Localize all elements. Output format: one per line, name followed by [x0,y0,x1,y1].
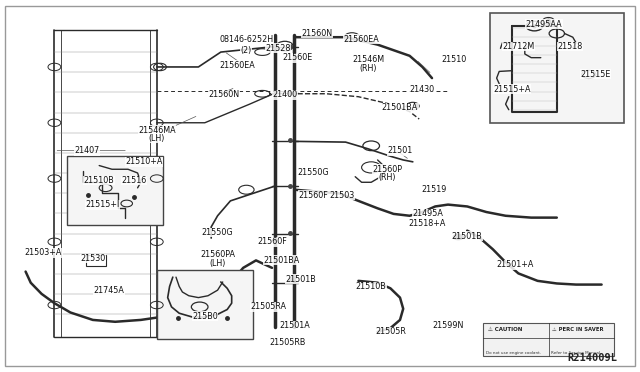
Bar [86,255,106,266]
Text: 21518: 21518 [557,42,582,51]
Text: 21712M: 21712M [502,42,534,51]
Text: Refer to Service Manual.: Refer to Service Manual. [550,350,601,355]
Text: 21560F: 21560F [299,191,328,200]
Text: 21560EA: 21560EA [219,61,255,70]
Bar [157,270,253,339]
Text: 21501+A: 21501+A [497,260,534,269]
Text: 21400: 21400 [272,90,298,99]
Circle shape [453,234,463,240]
Text: 21560N: 21560N [209,90,239,99]
Text: 21560N: 21560N [301,29,332,38]
Text: 21546MA: 21546MA [138,126,175,135]
Text: 21510: 21510 [442,55,467,64]
Text: 21505RB: 21505RB [270,339,306,347]
Text: 21550G: 21550G [202,228,234,237]
Text: 21503+A: 21503+A [25,248,62,257]
Text: 21407: 21407 [74,146,99,155]
Text: 21501B: 21501B [452,232,483,241]
Text: 21515+I: 21515+I [85,200,120,209]
Text: 21560E: 21560E [282,53,313,62]
Text: 21510B: 21510B [356,282,387,291]
Text: 21560PA: 21560PA [200,250,235,259]
Text: 21546M: 21546M [352,55,384,64]
Text: 21505R: 21505R [375,327,406,336]
Text: Do not use engine coolant.: Do not use engine coolant. [486,350,541,355]
Text: 21530: 21530 [80,254,106,263]
Text: (2): (2) [241,46,252,55]
Text: 21501B: 21501B [285,275,316,283]
Text: 21510B: 21510B [84,176,115,185]
Text: 21510+A: 21510+A [125,157,163,166]
Text: 21501BA: 21501BA [382,103,418,112]
Text: 21501: 21501 [387,146,413,155]
Text: 21505RA: 21505RA [251,302,287,311]
Text: 21599N: 21599N [432,321,464,330]
Bar [67,156,163,225]
Text: 21495AA: 21495AA [525,20,563,29]
Text: 21495A: 21495A [412,209,443,218]
Text: 21518+A: 21518+A [409,219,446,228]
Text: (LH): (LH) [148,134,165,143]
Text: 21745A: 21745A [93,286,124,295]
Text: 21550G: 21550G [298,169,330,177]
Bar [483,323,614,356]
Bar [490,13,624,123]
Text: 21560F: 21560F [257,237,287,246]
Text: 21515E: 21515E [580,70,611,79]
Text: 21528: 21528 [266,44,291,53]
Text: 21560EA: 21560EA [344,35,380,44]
Text: R214009L: R214009L [568,353,618,363]
Text: 21501A: 21501A [279,321,310,330]
Text: ⚠ PERC IN SAVER: ⚠ PERC IN SAVER [552,327,604,331]
Text: 21501BA: 21501BA [264,256,300,265]
Text: 215B0: 215B0 [192,312,218,321]
Text: 08146-6252H: 08146-6252H [220,35,273,44]
Text: (RH): (RH) [378,173,396,182]
Text: 21560P: 21560P [372,165,402,174]
Text: 21503: 21503 [330,191,355,200]
Text: ⚠ CAUTION: ⚠ CAUTION [488,327,523,331]
Text: (LH): (LH) [209,259,226,267]
Text: 21515+A: 21515+A [493,85,531,94]
Text: (RH): (RH) [359,64,377,73]
Text: 21430: 21430 [410,85,435,94]
Text: 21519: 21519 [421,185,447,194]
Text: 21516: 21516 [122,176,147,185]
